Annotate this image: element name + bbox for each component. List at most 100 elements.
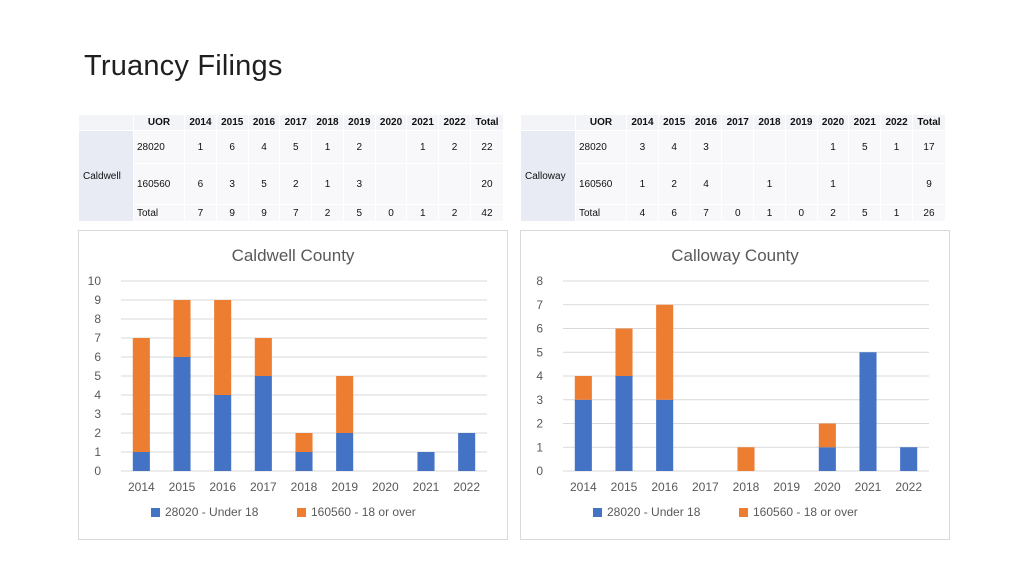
table-row: 160560 1 2 4 1 1 9 (521, 163, 947, 205)
county-label: Calloway (520, 130, 576, 222)
col-header: 2021 (406, 114, 440, 131)
table-cell: 1 (753, 163, 786, 205)
chart-title: Caldwell County (232, 246, 355, 265)
bar-under-18-2021 (859, 352, 877, 471)
bar-under-18-2015 (615, 376, 633, 471)
table-cell: 9 (911, 163, 947, 205)
table-cell (406, 163, 440, 205)
x-tick-label: 2016 (209, 480, 236, 494)
table-cell: 3 (626, 130, 659, 164)
col-header: 2021 (848, 114, 882, 131)
x-tick-label: 2015 (611, 480, 638, 494)
table-cell: 4 (247, 130, 281, 164)
bar-18-or-over-2018 (295, 433, 313, 452)
col-header: 2016 (689, 114, 723, 131)
col-header: 2015 (657, 114, 691, 131)
x-tick-label: 2022 (895, 480, 922, 494)
x-tick-label: 2019 (773, 480, 800, 494)
caldwell-chart: Caldwell County 0 1 2 3 4 5 6 7 8 9 10 2014 2015 2016 2… (78, 230, 508, 540)
x-tick-label: 2021 (855, 480, 882, 494)
caldwell-uor-table: UOR 2014 2015 2016 2017 2018 2019 2020 2… (78, 114, 505, 222)
bar-18-or-over-2016 (656, 304, 674, 400)
table-header-row: UOR 2014 2015 2016 2017 2018 2019 2020 2… (78, 114, 505, 131)
table-cell: 1 (753, 204, 786, 222)
table-cell: 22 (469, 130, 505, 164)
bar-under-18-2020 (818, 447, 836, 471)
x-tick-label: 2017 (692, 480, 719, 494)
table-cell: 1 (184, 130, 217, 164)
calloway-uor-table: UOR 2014 2015 2016 2017 2018 2019 2020 2… (520, 114, 947, 222)
table-cell (374, 130, 408, 164)
y-tick-label: 9 (94, 293, 101, 307)
table-cell (438, 163, 471, 205)
legend-swatch (297, 508, 306, 517)
col-header: Total (911, 114, 947, 131)
legend-label: 160560 - 18 or over (311, 505, 416, 519)
x-tick-label: 2020 (814, 480, 841, 494)
y-tick-label: 3 (94, 407, 101, 421)
y-tick-label: 3 (536, 393, 543, 407)
table-cell: 5 (279, 130, 313, 164)
bar-18-or-over-2014 (574, 376, 592, 400)
table-cell: 6 (184, 163, 217, 205)
bar-under-18-2015 (173, 357, 191, 471)
table-cell: 3 (689, 130, 723, 164)
table-cell: 1 (880, 130, 913, 164)
table-cell: 17 (911, 130, 947, 164)
y-tick-label: 1 (94, 445, 101, 459)
y-tick-label: 6 (536, 322, 543, 336)
bar-under-18-2016 (214, 395, 232, 471)
table-corner (520, 114, 576, 131)
col-header: 2017 (721, 114, 755, 131)
bar-18-or-over-2019 (336, 376, 354, 433)
bar-under-18-2022 (458, 433, 476, 471)
col-header: 2020 (374, 114, 408, 131)
table-cell: 2 (438, 204, 471, 222)
legend-label: 28020 - Under 18 (607, 505, 701, 519)
table-cell: Total (132, 204, 186, 222)
bar-under-18-2017 (254, 376, 272, 471)
bar-under-18-2014 (132, 452, 150, 471)
y-tick-label: 0 (94, 464, 101, 478)
table-cell: 7 (279, 204, 313, 222)
table-cell: 28020 (574, 130, 628, 164)
y-tick-label: 0 (536, 464, 543, 478)
bar-under-18-2014 (574, 399, 592, 471)
y-tick-label: 5 (94, 369, 101, 383)
table-cell: 0 (721, 204, 755, 222)
bar-18-or-over-2020 (818, 423, 836, 448)
county-label: Caldwell (78, 130, 134, 222)
table-cell (848, 163, 882, 205)
col-header: 2014 (626, 114, 659, 131)
table-corner (78, 114, 134, 131)
x-tick-label: 2021 (413, 480, 440, 494)
legend-swatch (739, 508, 748, 517)
table-cell: 3 (342, 163, 376, 205)
table-cell: 7 (184, 204, 217, 222)
col-header: 2022 (880, 114, 913, 131)
chart-title: Calloway County (671, 246, 799, 265)
table-cell: 2 (279, 163, 313, 205)
y-tick-label: 5 (536, 345, 543, 359)
col-header: 2017 (279, 114, 313, 131)
y-tick-label: 1 (536, 440, 543, 454)
col-header: 2020 (816, 114, 850, 131)
y-tick-label: 8 (94, 312, 101, 326)
table-cell: 9 (247, 204, 281, 222)
table-cell: 4 (657, 130, 691, 164)
legend-swatch (593, 508, 602, 517)
x-tick-label: 2018 (291, 480, 318, 494)
bar-18-or-over-2016 (214, 300, 232, 395)
table-cell: 5 (247, 163, 281, 205)
table-cell: 5 (848, 130, 882, 164)
x-tick-label: 2014 (570, 480, 597, 494)
table-cell: 20 (469, 163, 505, 205)
col-header: 2019 (784, 114, 818, 131)
table-cell: 6 (215, 130, 249, 164)
table-cell: 4 (689, 163, 723, 205)
x-tick-label: 2019 (331, 480, 358, 494)
table-cell (374, 163, 408, 205)
calloway-chart: Calloway County 0 1 2 3 4 5 6 7 8 2014 2015 2016 2017… (520, 230, 950, 540)
caldwell-chart-svg: Caldwell County 0 1 2 3 4 5 6 7 8 9 10 2014 2015 2016 2… (88, 246, 487, 519)
table-cell: 3 (215, 163, 249, 205)
